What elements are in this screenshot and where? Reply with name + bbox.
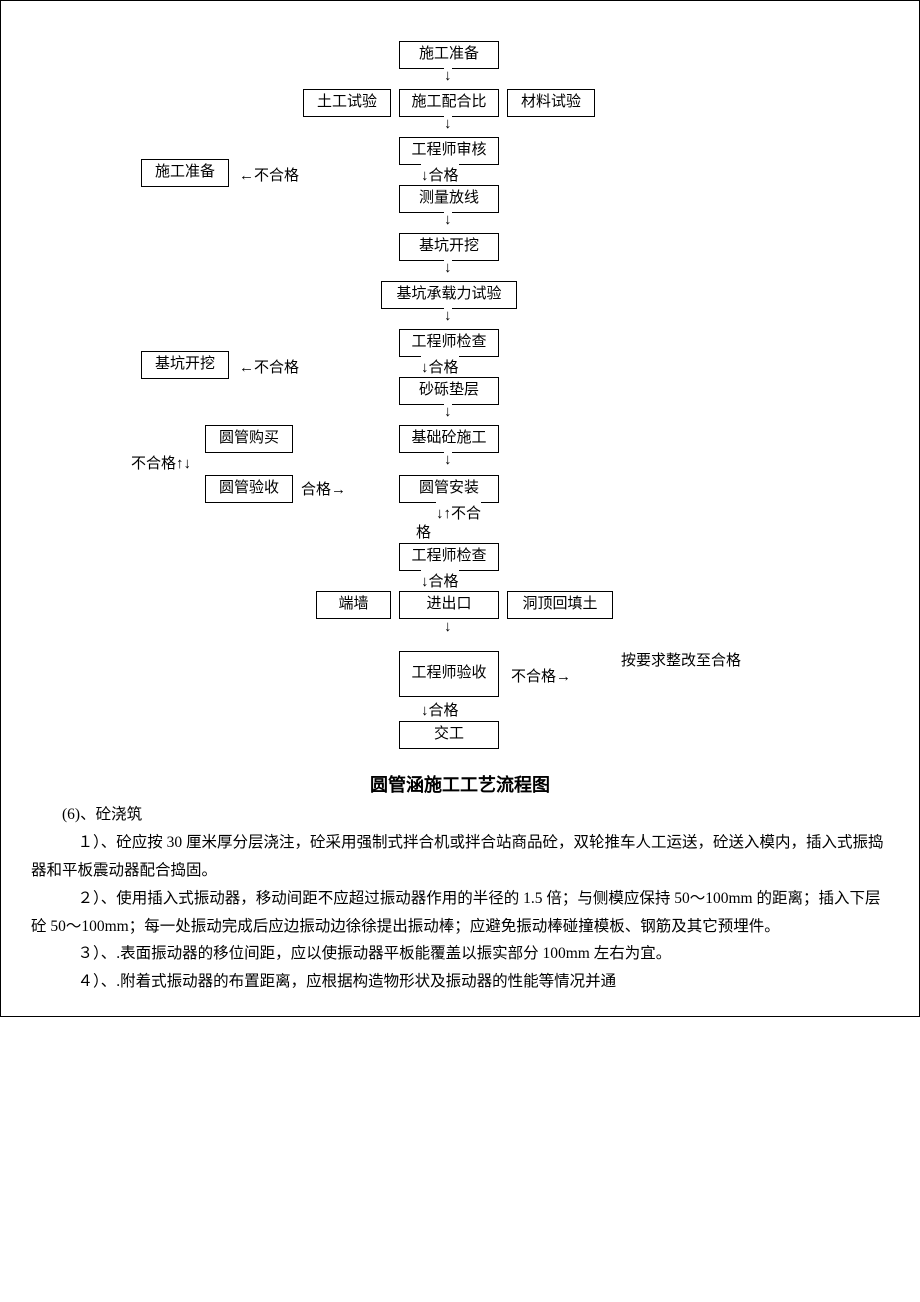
node-endwall: 端墙 xyxy=(316,591,391,619)
label-fail-right: 不合格→ xyxy=(511,665,571,686)
arrow-down: ↓ xyxy=(444,404,452,421)
node-pipe-accept: 圆管验收 xyxy=(205,475,293,503)
para-4: ４）、.附着式振动器的布置距离，应根据构造物形状及振动器的性能等情况并通 xyxy=(31,968,889,996)
label-fail: ←不合格 xyxy=(239,356,299,377)
para-2: ２）、使用插入式振动器，移动间距不应超过振动器作用的半径的 1.5 倍；与侧模应… xyxy=(31,885,889,941)
node-engineer-review: 工程师审核 xyxy=(399,137,499,165)
node-engineer-accept: 工程师验收 xyxy=(399,651,499,697)
flowchart-area: 施工准备 ↓ 土工试验 施工配合比 材料试验 ↓ 工程师审核 ↓合格 ←不合格 … xyxy=(21,41,899,861)
node-material-test: 材料试验 xyxy=(507,89,595,117)
label-fail: ←不合格 xyxy=(239,164,299,185)
node-pipe-buy: 圆管购买 xyxy=(205,425,293,453)
arrow-down: ↓ xyxy=(444,68,452,85)
label-pass: ↓合格 xyxy=(421,699,459,720)
node-pipe-install: 圆管安装 xyxy=(399,475,499,503)
label-pass: ↓合格 xyxy=(421,164,459,185)
arrow-down: ↓ xyxy=(444,619,452,636)
para-3: ３）、.表面振动器的移位间距，应以使振动器平板能覆盖以振实部分 100mm 左右… xyxy=(31,940,889,968)
node-pit-loop: 基坑开挖 xyxy=(141,351,229,379)
node-engineer-check2: 工程师检查 xyxy=(399,543,499,571)
node-foundation: 基础砼施工 xyxy=(399,425,499,453)
arrow-down: ↓ xyxy=(444,308,452,325)
node-prep-loop: 施工准备 xyxy=(141,159,229,187)
label-pass: ↓合格 xyxy=(421,356,459,377)
node-backfill: 洞顶回填土 xyxy=(507,591,613,619)
label-pass: ↓合格 xyxy=(421,570,459,591)
node-handover: 交工 xyxy=(399,721,499,749)
label-pass-right: 合格→ xyxy=(301,478,346,499)
node-engineer-check1: 工程师检查 xyxy=(399,329,499,357)
arrow-down: ↓ xyxy=(444,452,452,469)
node-rectify: 按要求整改至合格 xyxy=(621,649,761,673)
node-gravel: 砂砾垫层 xyxy=(399,377,499,405)
label-ge: 格 xyxy=(416,521,431,542)
page-container: 施工准备 ↓ 土工试验 施工配合比 材料试验 ↓ 工程师审核 ↓合格 ←不合格 … xyxy=(0,0,920,1017)
node-bearing-test: 基坑承载力试验 xyxy=(381,281,517,309)
node-pit-exc: 基坑开挖 xyxy=(399,233,499,261)
node-inout: 进出口 xyxy=(399,591,499,619)
label-fail-split: ↓↑不合 xyxy=(436,502,481,523)
arrow-down: ↓ xyxy=(444,260,452,277)
arrow-down: ↓ xyxy=(444,212,452,229)
node-survey: 测量放线 xyxy=(399,185,499,213)
node-soil-test: 土工试验 xyxy=(303,89,391,117)
label-fail-updown: 不合格↑↓ xyxy=(131,452,191,473)
node-mix: 施工配合比 xyxy=(399,89,499,117)
flowchart-title: 圆管涵施工工艺流程图 xyxy=(21,771,899,797)
arrow-down: ↓ xyxy=(444,116,452,133)
node-prep: 施工准备 xyxy=(399,41,499,69)
